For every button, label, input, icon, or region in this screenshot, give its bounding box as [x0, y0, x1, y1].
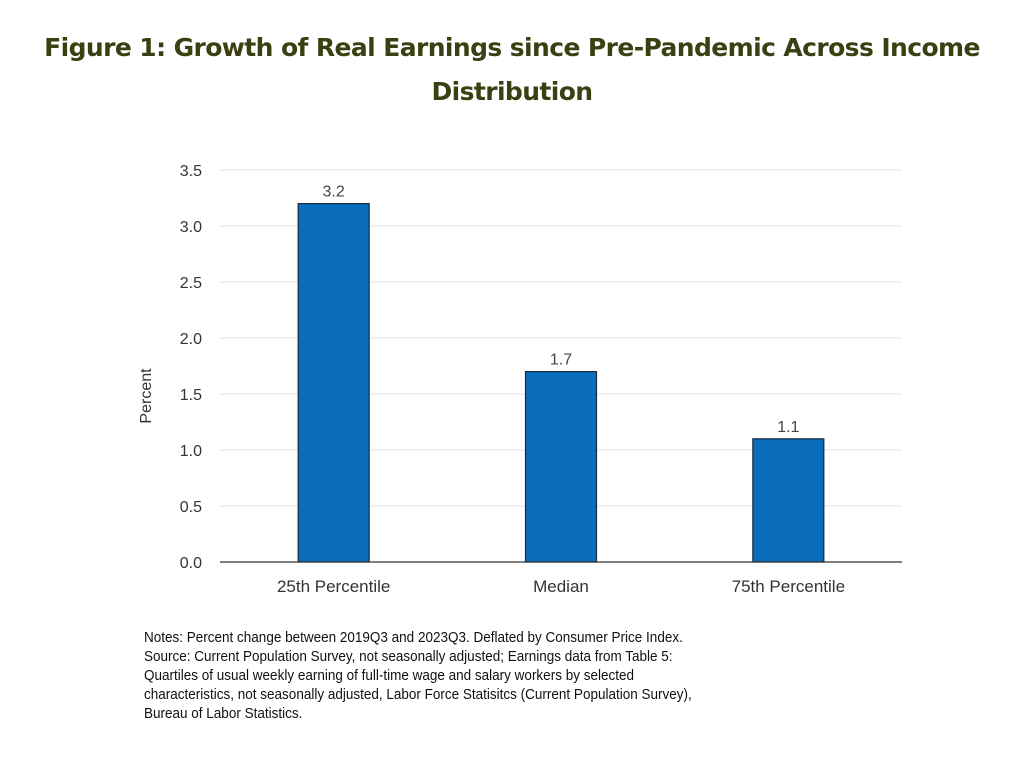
- data-label: 1.1: [777, 419, 799, 436]
- bar: [524, 371, 598, 563]
- x-category-label: Median: [533, 577, 589, 596]
- y-tick-label: 1.0: [180, 443, 202, 460]
- figure-title-line-2: Distribution: [431, 77, 593, 106]
- notes-line: Quartiles of usual weekly earning of ful…: [144, 667, 634, 684]
- chart-notes: Notes: Percent change between 2019Q3 and…: [144, 628, 828, 723]
- notes-line: Bureau of Labor Statistics.: [144, 705, 303, 722]
- notes-line: Notes: Percent change between 2019Q3 and…: [144, 629, 683, 646]
- y-tick-label: 0.0: [180, 555, 202, 572]
- y-tick-label: 3.0: [180, 219, 202, 236]
- bars: [297, 203, 825, 563]
- y-axis-ticks: 0.0 0.5 1.0 1.5 2.0 2.5 3.0 3.5: [180, 163, 202, 572]
- y-tick-label: 0.5: [180, 499, 202, 516]
- y-tick-label: 1.5: [180, 387, 202, 404]
- data-label: 1.7: [550, 352, 572, 369]
- y-tick-label: 2.0: [180, 331, 202, 348]
- x-category-label: 75th Percentile: [732, 577, 845, 596]
- y-tick-label: 2.5: [180, 275, 202, 292]
- bar: [752, 438, 825, 563]
- y-axis-title: Percent: [138, 368, 155, 424]
- x-category-label: 25th Percentile: [277, 577, 390, 596]
- notes-line: characteristics, not seasonally adjusted…: [144, 686, 692, 703]
- data-labels: 3.2 1.7 1.1: [323, 184, 800, 436]
- bar-chart: 0.0 0.5 1.0 1.5 2.0 2.5 3.0 3.5 3.2 1.7 1.1 25th …: [138, 163, 902, 596]
- figure-title-line-1: Figure 1: Growth of Real Earnings since …: [44, 33, 980, 62]
- y-tick-label: 3.5: [180, 163, 202, 180]
- figure-title: Figure 1: Growth of Real Earnings since …: [0, 26, 1024, 114]
- notes-line: Source: Current Population Survey, not s…: [144, 648, 673, 665]
- data-label: 3.2: [323, 184, 345, 201]
- x-axis-categories: 25th Percentile Median 75th Percentile: [277, 577, 845, 596]
- bar: [297, 203, 370, 563]
